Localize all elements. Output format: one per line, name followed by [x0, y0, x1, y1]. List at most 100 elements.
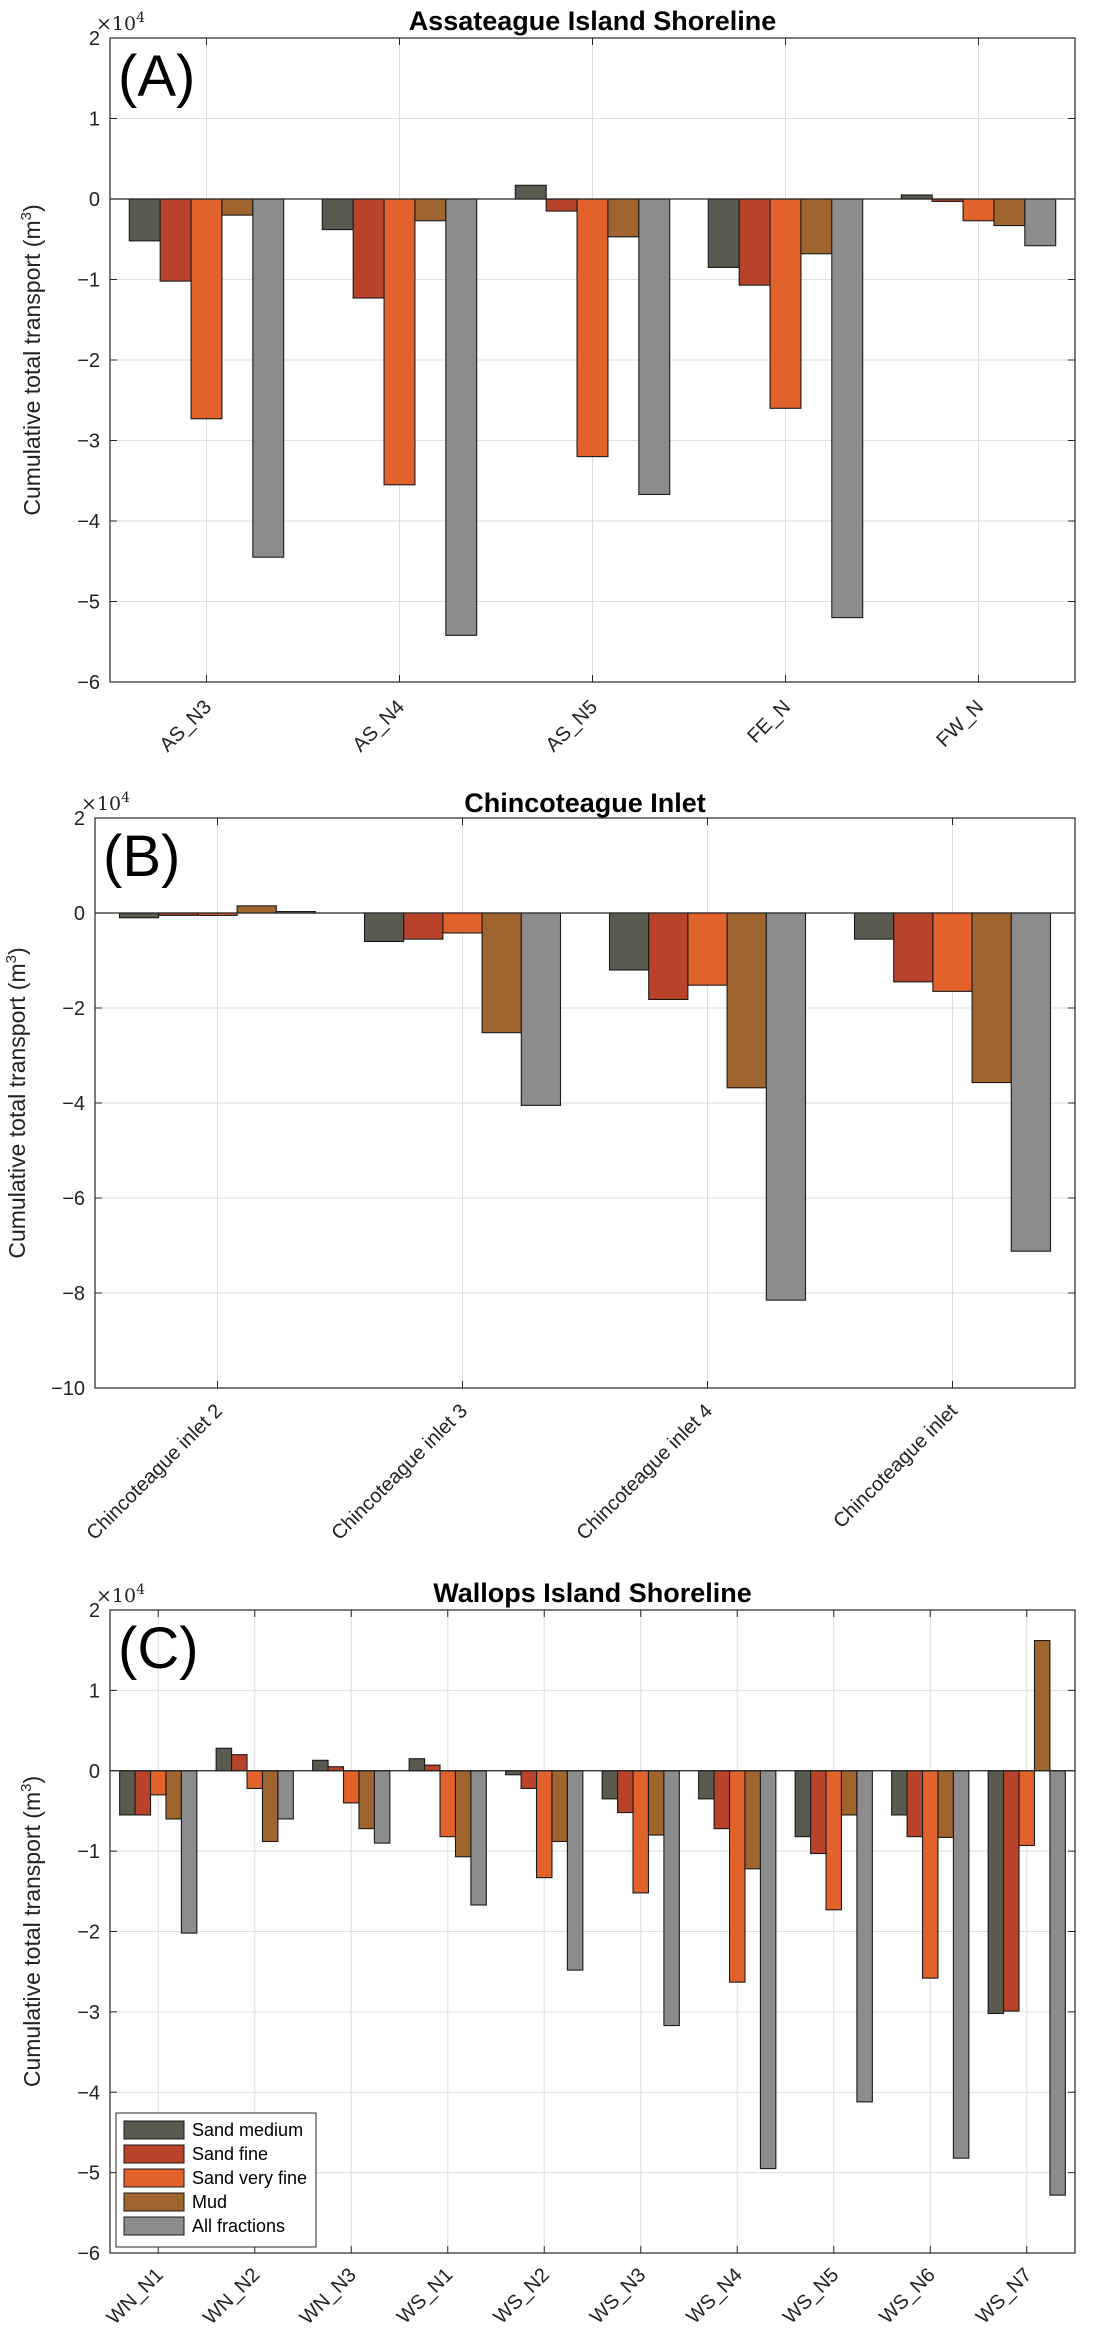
bar-sand-fine	[906, 1770, 924, 1838]
bar-mud	[800, 198, 833, 255]
bar-sand-medium	[312, 1759, 329, 1772]
bar-sand-very-fine	[442, 912, 483, 934]
bar-sand-very-fine	[962, 198, 995, 222]
chart-title: Chincoteague Inlet	[464, 788, 706, 818]
legend-entry: Sand fine	[192, 2144, 268, 2164]
bar-sand-medium	[215, 1747, 233, 1772]
x-tick-label: AS_N3	[156, 696, 216, 756]
bar-mud	[481, 912, 522, 1034]
bar-sand-fine	[810, 1770, 827, 1855]
y-tick-label: −4	[77, 2082, 100, 2104]
bar-all-fractions	[445, 198, 478, 636]
bar-mud	[971, 912, 1012, 1084]
y-tick-label: −2	[62, 998, 85, 1020]
bar-mud	[165, 1770, 182, 1820]
bar-all-fractions	[759, 1770, 777, 2170]
bar-sand-medium	[505, 1770, 522, 1776]
y-tick-label: 1	[89, 1680, 100, 1702]
bar-mud	[744, 1770, 761, 1870]
x-tick-label: Chincoteague inlet 2	[83, 1400, 228, 1545]
bar-mud	[454, 1770, 472, 1858]
chart-panel-3: −6 −5 −4 −3 −2 −1 0 1 2 WN_N1 WN_N2 WN_N3 WS_N1 WS_N2…	[18, 1578, 1076, 2329]
panel-label: (A)	[118, 44, 195, 109]
bar-sand-medium	[891, 1770, 908, 1816]
bar-mud	[261, 1770, 279, 1843]
x-tick-label: FW_N	[932, 696, 988, 752]
y-tick-label: −10	[51, 1378, 85, 1400]
x-tick-label: FE_N	[743, 696, 795, 748]
bar-sand-medium	[698, 1770, 715, 1800]
legend-swatch	[123, 2120, 185, 2140]
y-tick-label: −5	[77, 2163, 100, 2185]
bar-mud	[726, 912, 767, 1089]
bar-sand-very-fine	[149, 1770, 167, 1796]
bar-sand-medium	[794, 1770, 812, 1838]
bar-sand-very-fine	[825, 1770, 843, 1911]
y-tick-label: −4	[62, 1093, 85, 1115]
bar-sand-medium	[363, 912, 405, 943]
y-multiplier: ×104	[96, 10, 145, 35]
y-tick-label: −6	[77, 2243, 100, 2265]
bar-sand-medium	[408, 1758, 426, 1772]
bar-sand-fine	[159, 198, 192, 282]
x-tick-label: WS_N5	[779, 2264, 843, 2328]
y-tick-label: −1	[77, 1841, 100, 1863]
legend-swatch	[123, 2192, 185, 2212]
bar-mud	[937, 1770, 954, 1839]
bar-sand-fine	[327, 1766, 345, 1772]
y-multiplier: ×104	[81, 790, 130, 815]
x-tick-label: AS_N4	[349, 696, 409, 756]
y-tick-label: −8	[62, 1283, 85, 1305]
bar-all-fractions	[1024, 198, 1057, 247]
legend-entry: Sand very fine	[192, 2168, 307, 2188]
bar-all-fractions	[373, 1770, 391, 1844]
bar-sand-medium	[119, 1770, 136, 1816]
x-tick-label: WN_N2	[199, 2264, 264, 2329]
bar-sand-fine	[617, 1770, 634, 1814]
bar-sand-fine	[231, 1754, 248, 1772]
bar-sand-fine	[520, 1770, 538, 1789]
y-multiplier: ×104	[96, 1582, 145, 1607]
bar-all-fractions	[663, 1770, 680, 2027]
y-tick-label: 0	[74, 903, 85, 925]
panel-label: (B)	[103, 824, 180, 889]
bar-all-fractions	[856, 1770, 873, 2103]
bar-sand-very-fine	[246, 1770, 264, 1789]
bar-sand-fine	[352, 198, 385, 299]
panel-label: (C)	[118, 1616, 199, 1681]
legend-swatch	[123, 2216, 185, 2236]
legend-entry: All fractions	[192, 2216, 285, 2236]
bar-sand-fine	[738, 198, 771, 286]
bar-sand-very-fine	[383, 198, 416, 486]
bar-sand-very-fine	[921, 1770, 939, 1979]
bar-mud	[551, 1770, 568, 1843]
bar-sand-medium	[853, 912, 895, 940]
chart-panel-2: −10 −8 −6 −4 −2 0 2 Chincoteague inlet 2 Chincot…	[3, 788, 1076, 1545]
bar-sand-fine	[545, 198, 578, 212]
bar-sand-medium	[707, 198, 740, 268]
x-tick-label: WS_N1	[393, 2264, 457, 2328]
y-tick-label: −4	[77, 511, 100, 533]
bar-all-fractions	[520, 912, 562, 1106]
bar-all-fractions	[831, 198, 864, 619]
bar-sand-medium	[601, 1770, 619, 1800]
y-tick-label: 2	[74, 808, 85, 830]
x-tick-label: WN_N3	[296, 2264, 361, 2329]
bar-all-fractions	[277, 1770, 294, 1820]
bar-sand-fine	[893, 912, 934, 983]
bar-sand-medium	[608, 912, 650, 971]
x-tick-label: Chincoteague inlet 4	[573, 1400, 718, 1545]
y-axis-label: Cumulative total transport (m3)	[18, 204, 45, 515]
legend-entry: Mud	[192, 2192, 227, 2212]
y-axis-label: Cumulative total transport (m3)	[18, 1776, 45, 2087]
y-tick-label: −5	[77, 592, 100, 614]
bar-sand-very-fine	[576, 198, 609, 458]
bar-sand-very-fine	[769, 198, 802, 409]
bar-mud	[414, 198, 447, 222]
bar-mud	[358, 1770, 375, 1830]
y-tick-label: 0	[89, 1761, 100, 1783]
bar-sand-very-fine	[632, 1770, 650, 1894]
bar-mud	[1033, 1639, 1051, 1772]
bar-all-fractions	[566, 1770, 584, 1971]
bar-all-fractions	[470, 1770, 487, 1906]
